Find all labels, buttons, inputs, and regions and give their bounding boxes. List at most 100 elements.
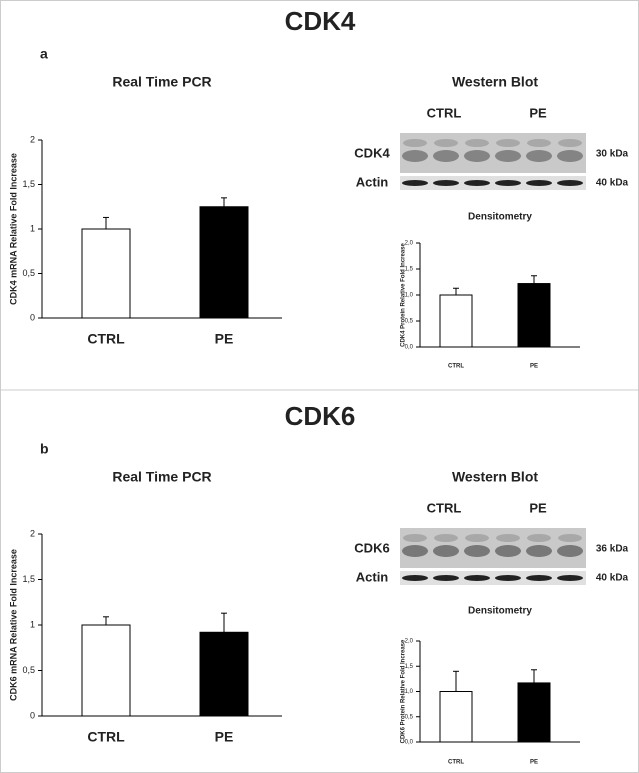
y-tick-label: 0,5 <box>22 665 35 675</box>
y-tick-label: 2,0 <box>405 241 414 247</box>
blot-row-label: Actin <box>356 569 389 584</box>
blot-title: Western Blot <box>452 469 538 485</box>
blot-band <box>433 545 459 557</box>
y-tick-label: 1,0 <box>405 689 414 695</box>
y-axis-label: CDK4 Protein Relative Fold Increase <box>401 242 407 346</box>
blot-band <box>465 139 489 147</box>
y-axis-label: CDK4 mRNA Relative Fold Increase <box>8 153 18 305</box>
y-tick-label: 1 <box>30 619 35 629</box>
blot-band <box>403 534 427 542</box>
blot-band <box>496 139 520 147</box>
blot-group: CTRL <box>427 105 462 120</box>
y-tick-label: 1,5 <box>22 179 35 189</box>
blot-band <box>527 139 551 147</box>
y-tick-label: 1,5 <box>405 664 414 670</box>
blot-band <box>495 150 521 162</box>
blot-image <box>400 528 586 568</box>
y-tick-label: 1,0 <box>405 293 414 299</box>
bar <box>517 682 551 743</box>
y-tick-label: 0,0 <box>405 740 414 746</box>
blot-row-label: Actin <box>356 174 389 189</box>
blot-band <box>558 534 582 542</box>
blot-group: CTRL <box>427 500 462 515</box>
blot-band <box>557 545 583 557</box>
x-tick-label: PE <box>530 364 538 370</box>
x-tick-label: CTRL <box>448 364 464 370</box>
y-tick-label: 2 <box>30 134 35 144</box>
blot-title: Western Blot <box>452 74 538 90</box>
blot-size: 40 kDa <box>596 573 629 584</box>
blot-group: PE <box>529 105 547 120</box>
blot-band <box>495 575 521 581</box>
panel-title: CDK4 <box>285 6 356 36</box>
y-tick-label: 0,0 <box>405 345 414 351</box>
blot-row-label: CDK6 <box>354 540 389 555</box>
bar <box>199 631 249 717</box>
bar <box>439 294 473 348</box>
blot-band <box>526 150 552 162</box>
blot-band <box>434 534 458 542</box>
blot-size: 40 kDa <box>596 178 629 189</box>
blot-band <box>434 139 458 147</box>
blot-band <box>526 545 552 557</box>
y-tick-label: 0,5 <box>405 319 414 325</box>
y-tick-label: 0 <box>30 710 35 720</box>
chart-title: Real Time PCR <box>112 74 211 90</box>
blot-image <box>400 133 586 173</box>
blot-band <box>495 180 521 186</box>
bar <box>517 283 551 348</box>
blot-band <box>465 534 489 542</box>
blot-band <box>464 150 490 162</box>
blot-image <box>400 571 586 585</box>
x-tick-label: CTRL <box>87 331 125 347</box>
chart-title: Real Time PCR <box>112 469 211 485</box>
x-tick-label: PE <box>530 760 538 766</box>
y-axis-label: CDK6 Protein Relative Fold Increase <box>401 639 407 743</box>
blot-band <box>557 180 583 186</box>
bar <box>81 624 131 717</box>
x-tick-label: CTRL <box>448 760 464 766</box>
panel-title: CDK6 <box>285 401 356 431</box>
blot-band <box>464 575 490 581</box>
bar <box>81 228 131 319</box>
blot-band <box>433 150 459 162</box>
blot-size: 30 kDa <box>596 149 629 160</box>
blot-band <box>433 575 459 581</box>
blot-image <box>400 176 586 190</box>
blot-band <box>402 150 428 162</box>
chart-title: Densitometry <box>468 606 532 617</box>
blot-band <box>527 534 551 542</box>
blot-band <box>526 180 552 186</box>
panel-label: b <box>40 441 49 457</box>
blot-band <box>402 180 428 186</box>
y-tick-label: 2 <box>30 528 35 538</box>
y-tick-label: 1,5 <box>405 267 414 273</box>
blot-band <box>496 534 520 542</box>
x-tick-label: PE <box>215 729 234 745</box>
blot-band <box>403 139 427 147</box>
blot-band <box>402 575 428 581</box>
blot-band <box>557 575 583 581</box>
y-tick-label: 0,5 <box>22 268 35 278</box>
x-tick-label: PE <box>215 331 234 347</box>
blot-group: PE <box>529 500 547 515</box>
y-tick-label: 1,5 <box>22 574 35 584</box>
y-axis-label: CDK6 mRNA Relative Fold Increase <box>8 549 18 701</box>
x-tick-label: CTRL <box>87 729 125 745</box>
y-tick-label: 0 <box>30 312 35 322</box>
blot-band <box>495 545 521 557</box>
y-tick-label: 1 <box>30 223 35 233</box>
panel-label: a <box>40 46 48 62</box>
bar <box>439 691 473 743</box>
y-tick-label: 0,5 <box>405 714 414 720</box>
blot-band <box>402 545 428 557</box>
bar <box>199 206 249 319</box>
y-tick-label: 2,0 <box>405 639 414 645</box>
blot-band <box>464 545 490 557</box>
blot-band <box>558 139 582 147</box>
blot-row-label: CDK4 <box>354 145 390 160</box>
blot-band <box>526 575 552 581</box>
blot-band <box>464 180 490 186</box>
chart-title: Densitometry <box>468 212 532 223</box>
